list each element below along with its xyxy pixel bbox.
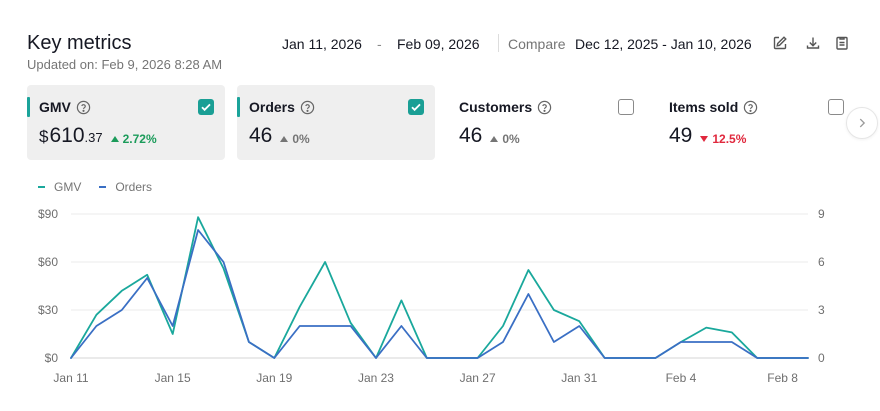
- metric-card-items-sold[interactable]: Items sold 49 12.5%: [657, 85, 855, 160]
- compare-date-range[interactable]: Dec 12, 2025 - Jan 10, 2026: [575, 36, 752, 52]
- value-integer: 610: [49, 124, 85, 147]
- legend-label: GMV: [54, 180, 82, 194]
- metric-delta-orders: 0%: [280, 132, 310, 146]
- x-tick-label: Jan 11: [53, 371, 88, 385]
- x-tick-label: Jan 27: [460, 371, 496, 385]
- series-line-gmv: [70, 216, 809, 359]
- y-right-tick-label: 9: [818, 207, 825, 221]
- legend-item-gmv[interactable]: GMV: [38, 180, 81, 194]
- next-metrics-button[interactable]: [846, 107, 878, 139]
- help-icon[interactable]: [537, 100, 552, 115]
- metric-delta-customers: 0%: [490, 132, 520, 146]
- metric-delta-items-sold: 12.5%: [700, 132, 746, 146]
- triangle-down-icon: [700, 136, 709, 142]
- legend-swatch-gmv: [38, 186, 45, 188]
- y-right-tick-label: 3: [818, 303, 825, 317]
- triangle-up-icon: [110, 136, 119, 142]
- y-left-tick-label: $30: [38, 303, 58, 317]
- metric-label: Orders: [249, 99, 295, 115]
- gmv-checkbox[interactable]: [198, 99, 214, 115]
- delta-value: 0%: [502, 132, 520, 146]
- metric-label: Items sold: [669, 99, 739, 115]
- x-tick-label: Feb 8: [767, 371, 798, 385]
- value-number: 46: [249, 124, 273, 147]
- metrics-line-chart: $0 0 $30 3 $60 6 $90 9 Jan 11 Jan 15 Jan 19 Jan 23 J…: [38, 207, 825, 385]
- metric-value-customers: 46 0%: [459, 124, 520, 148]
- metric-name-customers: Customers: [459, 99, 552, 115]
- triangle-up-icon: [490, 136, 499, 142]
- metric-delta-gmv: 2.72%: [110, 132, 157, 146]
- y-right-tick-label: 0: [818, 351, 825, 365]
- updated-timestamp: Updated on: Feb 9, 2026 8:28 AM: [27, 57, 223, 72]
- header-divider: [498, 34, 499, 52]
- metric-name-gmv: GMV: [39, 99, 91, 115]
- download-icon[interactable]: [804, 34, 822, 52]
- x-tick-label: Jan 19: [256, 371, 292, 385]
- help-icon[interactable]: [743, 100, 758, 115]
- items-sold-checkbox[interactable]: [828, 99, 844, 115]
- value-decimal: .37: [84, 130, 103, 145]
- edit-icon[interactable]: [771, 34, 789, 52]
- x-tick-label: Jan 15: [155, 371, 191, 385]
- checkmark-icon: [201, 103, 211, 112]
- page-title: Key metrics: [27, 32, 132, 54]
- y-left-tick-label: $0: [45, 351, 59, 365]
- metric-label: GMV: [39, 99, 71, 115]
- value-number: 49: [669, 124, 693, 147]
- value-number: 46: [459, 124, 483, 147]
- chart-legend: GMV Orders: [38, 180, 170, 194]
- key-metrics-header: Key metrics Updated on: Feb 9, 2026 8:28…: [0, 0, 880, 80]
- metric-name-items-sold: Items sold: [669, 99, 758, 115]
- orders-checkbox[interactable]: [408, 99, 424, 115]
- triangle-up-icon: [280, 136, 289, 142]
- legend-item-orders[interactable]: Orders: [99, 180, 152, 194]
- metric-card-orders[interactable]: Orders 46 0%: [237, 85, 435, 160]
- help-icon[interactable]: [300, 100, 315, 115]
- series-line-orders: [70, 229, 809, 359]
- checkmark-icon: [411, 103, 421, 112]
- legend-swatch-orders: [99, 186, 107, 188]
- delta-value: 12.5%: [712, 132, 747, 146]
- currency-symbol: $: [39, 127, 49, 146]
- y-left-tick-label: $90: [38, 207, 58, 221]
- delta-value: 0%: [292, 132, 310, 146]
- x-tick-label: Feb 4: [666, 371, 697, 385]
- metric-value-items-sold: 49 12.5%: [669, 124, 746, 148]
- metric-card-customers[interactable]: Customers 46 0%: [447, 85, 645, 160]
- chevron-right-icon: [859, 118, 866, 128]
- x-tick-label: Jan 31: [561, 371, 597, 385]
- metric-label: Customers: [459, 99, 533, 115]
- date-range-start[interactable]: Jan 11, 2026: [282, 36, 362, 52]
- date-range-end[interactable]: Feb 09, 2026: [397, 36, 480, 52]
- metric-name-orders: Orders: [249, 99, 315, 115]
- date-range-separator: -: [377, 36, 382, 52]
- report-icon[interactable]: [833, 34, 851, 52]
- orders-color-marker: [237, 97, 240, 117]
- metric-card-gmv[interactable]: GMV $ 610 .37 2.72%: [27, 85, 225, 160]
- legend-label: Orders: [115, 180, 153, 194]
- metric-value-orders: 46 0%: [249, 124, 310, 148]
- y-right-tick-label: 6: [818, 255, 825, 269]
- help-icon[interactable]: [76, 100, 91, 115]
- gmv-color-marker: [27, 97, 30, 117]
- customers-checkbox[interactable]: [618, 99, 634, 115]
- y-left-tick-label: $60: [38, 255, 58, 269]
- metric-value-gmv: $ 610 .37 2.72%: [39, 124, 157, 148]
- compare-label: Compare: [508, 36, 566, 52]
- delta-value: 2.72%: [122, 132, 157, 146]
- x-tick-label: Jan 23: [358, 371, 394, 385]
